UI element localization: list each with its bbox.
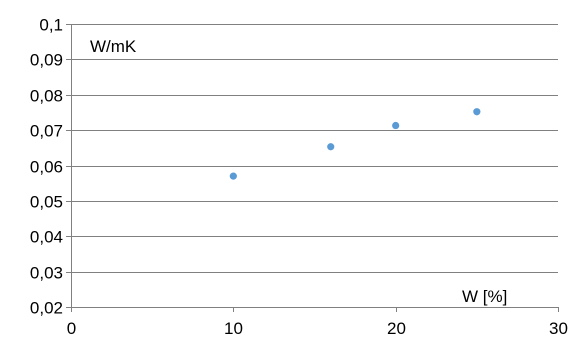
data-points xyxy=(229,108,481,180)
axes xyxy=(71,24,559,312)
x-tick-label: 20 xyxy=(387,319,406,338)
data-point xyxy=(473,108,481,116)
x-tick-label: 10 xyxy=(224,319,243,338)
y-tick-label: 0,05 xyxy=(30,193,63,212)
y-tick-label: 0,04 xyxy=(30,228,63,247)
y-tick-label: 0,02 xyxy=(30,299,63,318)
y-axis-label: W/mK xyxy=(90,37,137,56)
y-tick-label: 0,06 xyxy=(30,158,63,177)
y-tick-label: 0,07 xyxy=(30,122,63,141)
data-point xyxy=(327,143,335,151)
x-tick-label: 30 xyxy=(549,319,568,338)
y-tick-labels: 0,02 0,03 0,04 0,05 0,06 0,07 0,08 0,09 0,1 xyxy=(30,16,63,318)
y-tick-label: 0,1 xyxy=(39,16,63,35)
x-tick-label: 0 xyxy=(67,319,76,338)
data-point xyxy=(392,121,400,130)
y-tick-label: 0,09 xyxy=(30,51,63,70)
grid-lines xyxy=(66,24,558,308)
y-tick-label: 0,03 xyxy=(30,264,63,283)
x-axis-label: W [%] xyxy=(462,287,507,306)
x-tick-labels: 0 10 20 30 xyxy=(67,319,568,338)
y-tick-label: 0,08 xyxy=(30,87,63,106)
data-point xyxy=(229,172,237,180)
